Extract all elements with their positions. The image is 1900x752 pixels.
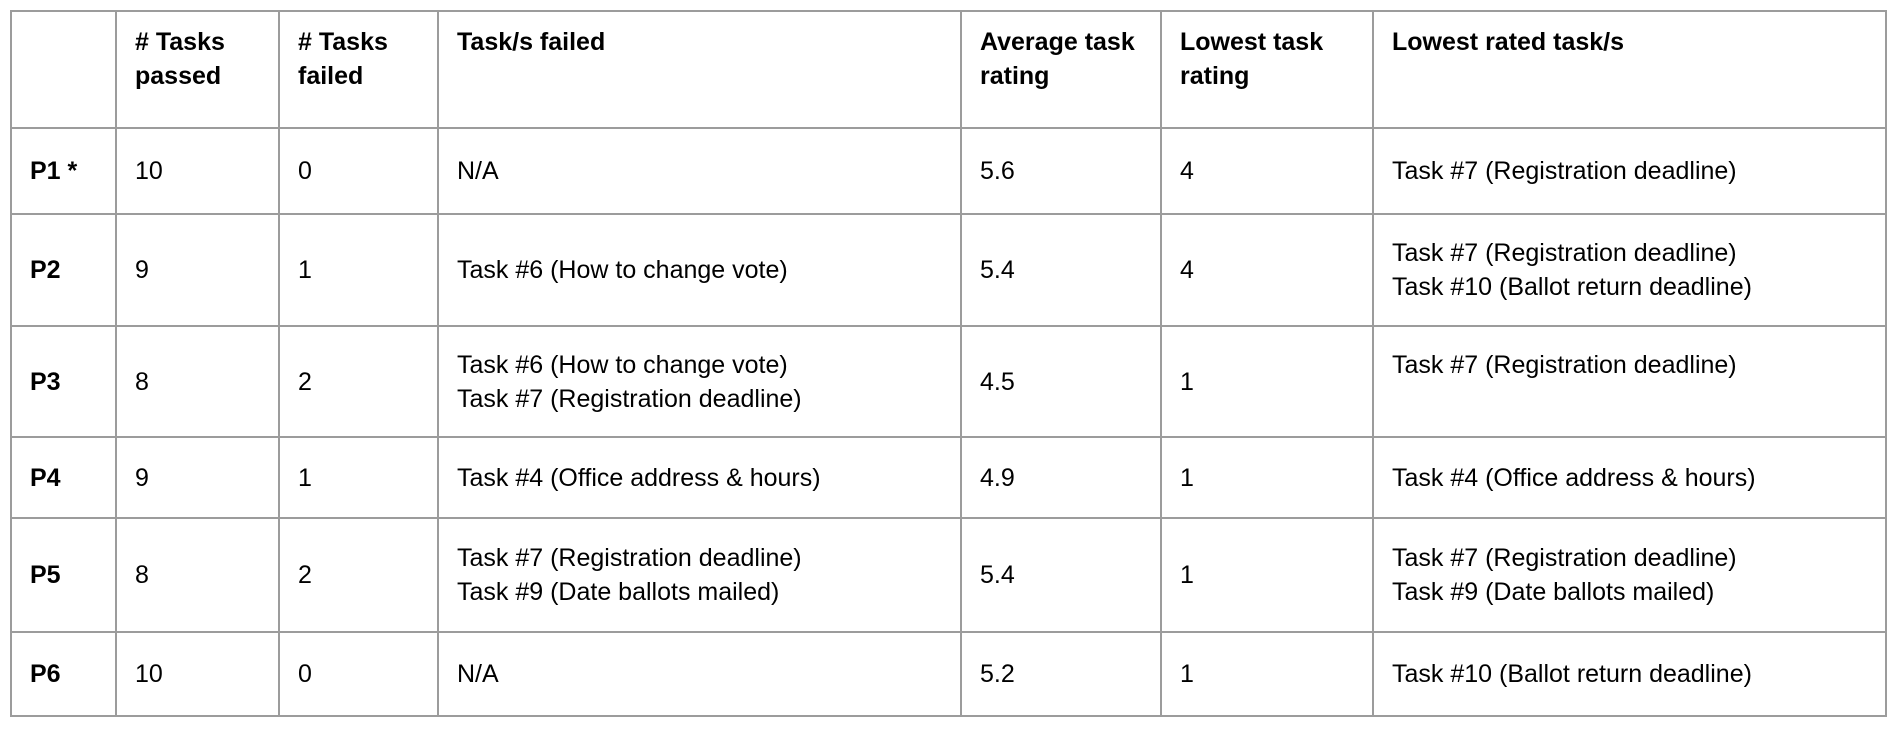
cell-lowest-rated-tasks: Task #4 (Office address & hours) <box>1372 436 1887 519</box>
cell-average-rating: 5.2 <box>960 631 1162 717</box>
results-table: # Tasks passed # Tasks failed Task/s faile… <box>10 10 1887 717</box>
cell-tasks-passed: 8 <box>115 325 280 438</box>
task-line: Task #4 (Office address & hours) <box>457 463 821 492</box>
row-label: P2 <box>10 213 117 327</box>
table-row: P4 9 1 Task #4 (Office address & hours) 4.9 1… <box>10 436 1887 519</box>
task-line: Task #7 (Registration deadline) <box>1392 544 1737 572</box>
table-row: P1 * 10 0 N/A 5.6 4 Task #7 (Registration dead… <box>10 127 1887 215</box>
task-line: Task #10 (Ballot return deadline) <box>1392 273 1752 301</box>
cell-tasks-passed: 10 <box>115 631 280 717</box>
task-line: Task #9 (Date ballots mailed) <box>1392 578 1715 606</box>
cell-lowest-rating: 1 <box>1160 631 1374 717</box>
cell-tasks-failed: 1 <box>278 213 439 327</box>
cell-failed-tasks: Task #6 (How to change vote) <box>437 213 962 327</box>
row-label: P3 <box>10 325 117 438</box>
cell-failed-tasks: N/A <box>437 127 962 215</box>
task-line: Task #9 (Date ballots mailed) <box>457 578 780 606</box>
cell-tasks-passed: 9 <box>115 213 280 327</box>
task-line: Task #7 (Registration deadline) <box>1392 239 1737 267</box>
cell-failed-tasks: Task #6 (How to change vote) Task #7 (Reg… <box>437 325 962 438</box>
task-line: N/A <box>457 157 499 185</box>
table-row: P5 8 2 Task #7 (Registration deadline) Task … <box>10 517 1887 633</box>
cell-failed-tasks: N/A <box>437 631 962 717</box>
column-header: # Tasks failed <box>278 10 439 129</box>
cell-lowest-rated-tasks: Task #7 (Registration deadline) <box>1372 325 1887 438</box>
row-label: P6 <box>10 631 117 717</box>
cell-failed-tasks: Task #7 (Registration deadline) Task #9 (… <box>437 517 962 633</box>
task-line: N/A <box>457 660 499 688</box>
row-label: P1 * <box>10 127 117 215</box>
cell-average-rating: 5.4 <box>960 213 1162 327</box>
column-header: Average task rating <box>960 10 1162 129</box>
cell-lowest-rated-tasks: Task #10 (Ballot return deadline) <box>1372 631 1887 717</box>
cell-average-rating: 4.5 <box>960 325 1162 438</box>
task-line: Task #6 (How to change vote) <box>457 256 788 284</box>
cell-lowest-rated-tasks: Task #7 (Registration deadline) Task #10 … <box>1372 213 1887 327</box>
cell-lowest-rating: 1 <box>1160 436 1374 519</box>
cell-lowest-rating: 4 <box>1160 127 1374 215</box>
cell-tasks-failed: 0 <box>278 631 439 717</box>
table-row: P2 9 1 Task #6 (How to change vote) 5.4 4 Task… <box>10 213 1887 327</box>
cell-tasks-passed: 8 <box>115 517 280 633</box>
table-row: P3 8 2 Task #6 (How to change vote) Task #7 … <box>10 325 1887 438</box>
cell-failed-tasks: Task #4 (Office address & hours) <box>437 436 962 519</box>
cell-tasks-failed: 2 <box>278 517 439 633</box>
cell-lowest-rating: 1 <box>1160 517 1374 633</box>
column-header: # Tasks passed <box>115 10 280 129</box>
column-header: Lowest task rating <box>1160 10 1374 129</box>
cell-lowest-rated-tasks: Task #7 (Registration deadline) <box>1372 127 1887 215</box>
cell-tasks-passed: 10 <box>115 127 280 215</box>
row-label: P4 <box>10 436 117 519</box>
cell-lowest-rating: 4 <box>1160 213 1374 327</box>
task-line <box>1392 382 1867 416</box>
task-line: Task #10 (Ballot return deadline) <box>1392 660 1752 688</box>
corner-header-cell <box>10 10 117 129</box>
task-line: Task #7 (Registration deadline) <box>457 544 802 572</box>
cell-tasks-failed: 1 <box>278 436 439 519</box>
task-line: Task #4 (Office address & hours) <box>1392 463 1756 492</box>
document-page: # Tasks passed # Tasks failed Task/s faile… <box>0 10 1900 717</box>
column-header: Lowest rated task/s <box>1372 10 1887 129</box>
task-line: Task #7 (Registration deadline) <box>1392 350 1737 379</box>
task-line: Task #7 (Registration deadline) <box>457 384 802 413</box>
cell-tasks-passed: 9 <box>115 436 280 519</box>
cell-average-rating: 5.6 <box>960 127 1162 215</box>
table-body: P1 * 10 0 N/A 5.6 4 Task #7 (Registration dead… <box>10 127 1887 717</box>
table-row: P6 10 0 N/A 5.2 1 Task #10 (Ballot return dead… <box>10 631 1887 717</box>
task-line: Task #6 (How to change vote) <box>457 350 788 379</box>
row-label: P5 <box>10 517 117 633</box>
cell-lowest-rated-tasks: Task #7 (Registration deadline) Task #9 (… <box>1372 517 1887 633</box>
cell-average-rating: 5.4 <box>960 517 1162 633</box>
header-row: # Tasks passed # Tasks failed Task/s faile… <box>10 10 1887 129</box>
column-header: Task/s failed <box>437 10 962 129</box>
task-line: Task #7 (Registration deadline) <box>1392 157 1737 185</box>
cell-tasks-failed: 0 <box>278 127 439 215</box>
cell-average-rating: 4.9 <box>960 436 1162 519</box>
cell-tasks-failed: 2 <box>278 325 439 438</box>
cell-lowest-rating: 1 <box>1160 325 1374 438</box>
